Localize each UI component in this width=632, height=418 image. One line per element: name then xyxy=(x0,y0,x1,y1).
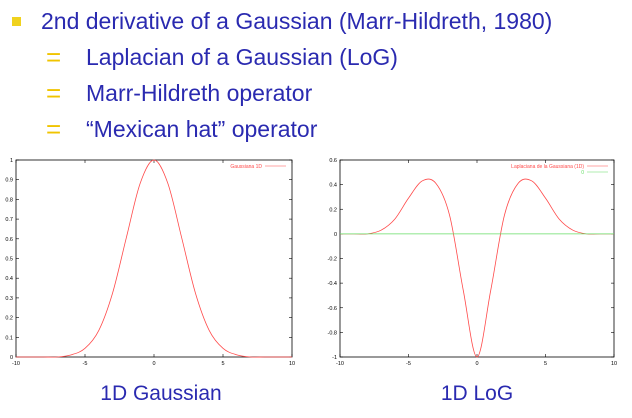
x-tick-label: -5 xyxy=(83,361,88,367)
sub-bullet-3: = “Mexican hat” operator xyxy=(46,114,317,144)
legend-label: Gaussiana 1D xyxy=(230,164,262,170)
y-tick-label: 0.9 xyxy=(5,178,13,184)
y-tick-label: 0.5 xyxy=(5,257,13,263)
y-tick-label: 0.6 xyxy=(329,158,337,164)
dash-icon: = xyxy=(46,114,62,144)
legend-label: Laplaciana de la Gaussiana (1D) xyxy=(511,164,584,170)
dash-icon: = xyxy=(46,42,62,72)
x-tick-label: 0 xyxy=(475,361,478,367)
y-tick-label: 0 xyxy=(334,232,337,238)
dash-icon: = xyxy=(46,78,62,108)
sub-bullet-text: Marr-Hildreth operator xyxy=(86,79,313,106)
y-tick-label: 0.7 xyxy=(5,217,13,223)
y-tick-label: -0.6 xyxy=(328,306,337,312)
series-line-0 xyxy=(15,159,292,358)
y-tick-label: 0.4 xyxy=(329,183,337,189)
legend-label: 0 xyxy=(581,170,584,176)
x-tick-label: 10 xyxy=(611,361,617,367)
y-tick-label: 0 xyxy=(10,355,13,361)
y-tick-label: -0.8 xyxy=(328,330,337,336)
x-tick-label: 5 xyxy=(221,361,224,367)
x-tick-label: 10 xyxy=(289,361,295,367)
y-tick-label: 0.2 xyxy=(5,316,13,322)
y-tick-label: 0.1 xyxy=(5,335,13,341)
main-bullet-text: 2nd derivative of a Gaussian (Marr-Hildr… xyxy=(41,7,553,34)
y-tick-label: 0.6 xyxy=(5,237,13,243)
gaussian-chart: 0 0.1 0.2 0.3 0.4 0.5 0.6 0.7 0.8 0.9 1 -10 -5 0 5 10 Ga… xyxy=(5,158,295,367)
x-tick-label: -10 xyxy=(336,361,344,367)
x-tick-label: 5 xyxy=(544,361,547,367)
bullet-square-icon xyxy=(12,16,21,26)
y-tick-label: -0.4 xyxy=(328,281,337,287)
caption-log: 1D LoG xyxy=(440,382,514,405)
y-tick-label: 0.8 xyxy=(5,197,13,203)
plot-frame xyxy=(339,159,615,358)
sub-bullet-text: Laplacian of a Gaussian (LoG) xyxy=(86,43,398,70)
sub-bullet-1: = Laplacian of a Gaussian (LoG) xyxy=(46,42,398,72)
log-chart: -1 -0.8 -0.6 -0.4 -0.2 0 0.2 0.4 0.6 -10 -5 0 5 10 Lap… xyxy=(328,158,618,367)
y-tick-label: -0.2 xyxy=(328,257,337,263)
y-tick-label: -1 xyxy=(332,355,337,361)
y-tick-label: 0.4 xyxy=(5,276,13,282)
x-tick-label: -5 xyxy=(406,361,411,367)
y-tick-label: 1 xyxy=(10,158,13,164)
plot-frame xyxy=(15,159,293,358)
y-tick-label: 0.2 xyxy=(329,207,337,213)
y-tick-label: 0.3 xyxy=(5,296,13,302)
sub-bullet-text: “Mexican hat” operator xyxy=(86,115,318,142)
x-tick-label: 0 xyxy=(152,361,155,367)
series-line-0 xyxy=(340,178,614,358)
caption-gaussian: 1D Gaussian xyxy=(100,382,222,405)
x-tick-label: -10 xyxy=(12,361,20,367)
main-bullet: 2nd derivative of a Gaussian (Marr-Hildr… xyxy=(6,6,552,36)
sub-bullet-2: = Marr-Hildreth operator xyxy=(46,78,312,108)
